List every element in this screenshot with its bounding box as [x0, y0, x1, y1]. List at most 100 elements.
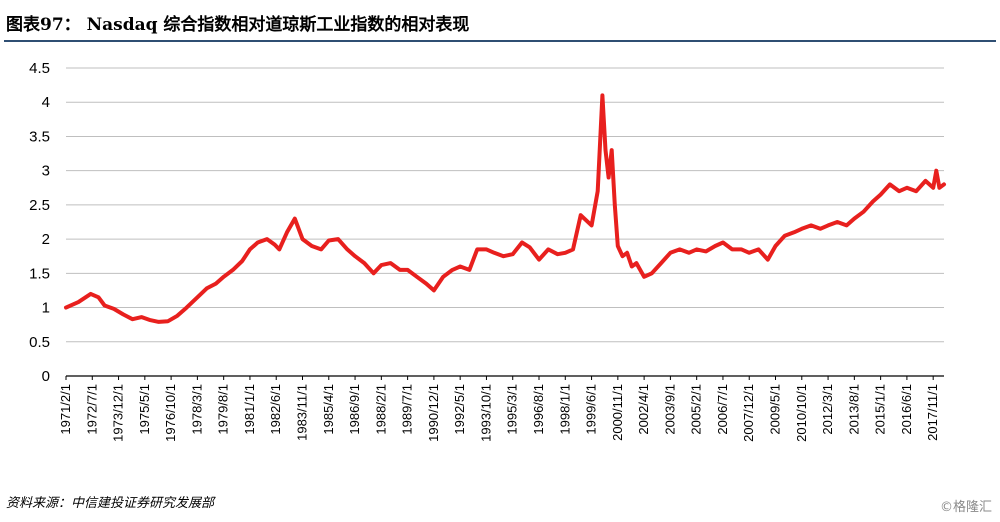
data-point — [905, 186, 909, 190]
x-tick-label: 1998/1/1 — [557, 384, 572, 435]
y-tick-label: 4 — [42, 94, 50, 111]
data-point — [634, 261, 639, 265]
data-point — [345, 247, 349, 251]
x-tick-label: 1973/12/1 — [111, 384, 126, 442]
data-point — [792, 230, 796, 234]
x-tick-label: 2016/6/1 — [899, 384, 914, 435]
data-point — [613, 203, 617, 207]
data-point — [277, 247, 281, 251]
data-point — [528, 245, 532, 249]
data-point — [130, 317, 135, 321]
data-point — [625, 251, 629, 255]
data-point — [809, 223, 813, 227]
data-point — [231, 268, 235, 272]
data-point — [537, 258, 541, 262]
data-point — [942, 182, 946, 186]
data-point — [185, 306, 189, 310]
y-tick-label: 3 — [42, 163, 50, 180]
data-point — [668, 251, 673, 255]
data-point — [424, 282, 428, 286]
watermark: ©格隆汇 — [939, 500, 992, 515]
x-tick-label: 1988/2/1 — [373, 384, 388, 435]
data-point — [721, 240, 725, 245]
data-point — [914, 189, 918, 193]
data-point — [121, 312, 125, 316]
data-point — [406, 268, 410, 272]
data-point — [310, 244, 314, 248]
y-tick-label: 3.5 — [29, 128, 50, 145]
data-point — [600, 93, 605, 97]
x-tick-label: 2000/11/1 — [610, 384, 625, 441]
data-point — [739, 247, 744, 251]
data-point — [147, 318, 152, 322]
data-point — [327, 238, 331, 243]
data-point — [616, 244, 620, 248]
data-point — [458, 264, 462, 269]
data-point — [747, 251, 751, 255]
x-tick-label: 1996/8/1 — [531, 384, 546, 435]
x-tick-label: 2015/1/1 — [873, 384, 888, 435]
data-point — [630, 264, 634, 269]
data-point — [603, 148, 608, 152]
data-point — [620, 254, 625, 258]
data-point — [800, 227, 804, 231]
data-point — [730, 247, 734, 251]
x-tick-label: 1975/5/1 — [137, 384, 152, 435]
data-point — [467, 268, 471, 272]
data-point — [214, 282, 218, 286]
data-point — [862, 210, 866, 214]
data-point — [450, 268, 454, 272]
x-tick-label: 1992/5/1 — [452, 384, 467, 435]
x-tick-label: 1983/11/1 — [295, 384, 310, 441]
data-point — [845, 223, 849, 227]
data-point — [610, 148, 614, 152]
data-point — [501, 254, 506, 258]
data-point — [897, 189, 901, 193]
y-axis: 0 0.5 1 1.5 2 2.5 3 3.5 4 4.5 — [29, 60, 50, 385]
title-rule — [4, 40, 996, 42]
data-point — [642, 275, 646, 279]
data-point — [195, 295, 199, 299]
data-point — [923, 179, 928, 183]
x-tick-label: 1981/1/1 — [242, 384, 257, 435]
data-point — [96, 295, 101, 299]
data-point — [931, 186, 935, 190]
data-point — [372, 271, 376, 275]
data-point — [300, 237, 305, 241]
data-point — [415, 275, 419, 279]
data-point — [563, 251, 567, 255]
data-point — [852, 217, 856, 221]
x-tick-label: 1995/3/1 — [505, 384, 520, 435]
series-line — [64, 93, 946, 324]
data-point — [319, 247, 323, 251]
data-point — [379, 263, 383, 267]
x-tick-label: 1999/6/1 — [584, 384, 599, 435]
data-point — [773, 244, 778, 248]
data-point — [89, 292, 93, 296]
x-tick-label: 1989/7/1 — [400, 384, 415, 435]
data-point — [756, 247, 761, 251]
data-point — [157, 320, 161, 324]
data-point — [579, 213, 583, 217]
data-point — [389, 261, 393, 265]
data-point — [353, 254, 357, 258]
gridlines — [66, 67, 944, 377]
x-tick-label: 2009/5/1 — [768, 384, 783, 435]
y-tick-label: 0.5 — [29, 334, 50, 351]
data-point — [571, 247, 575, 251]
data-point — [362, 261, 366, 265]
y-tick-label: 1.5 — [29, 265, 50, 282]
y-tick-label: 4.5 — [29, 60, 50, 77]
line-chart: 00.511.522.533.544.5 1971/2/1 1972/7/1 197… — [29, 60, 946, 442]
data-point — [511, 252, 515, 256]
x-tick-label: 1979/8/1 — [216, 384, 231, 435]
data-point — [166, 319, 170, 323]
data-point — [64, 306, 68, 310]
data-point — [520, 240, 524, 245]
y-tick-label: 2.5 — [29, 197, 50, 214]
x-tick-label: 1993/10/1 — [478, 384, 493, 442]
x-tick-label: 2002/4/1 — [636, 384, 651, 435]
data-point — [336, 237, 340, 241]
data-point — [826, 223, 830, 227]
data-point — [888, 182, 892, 186]
